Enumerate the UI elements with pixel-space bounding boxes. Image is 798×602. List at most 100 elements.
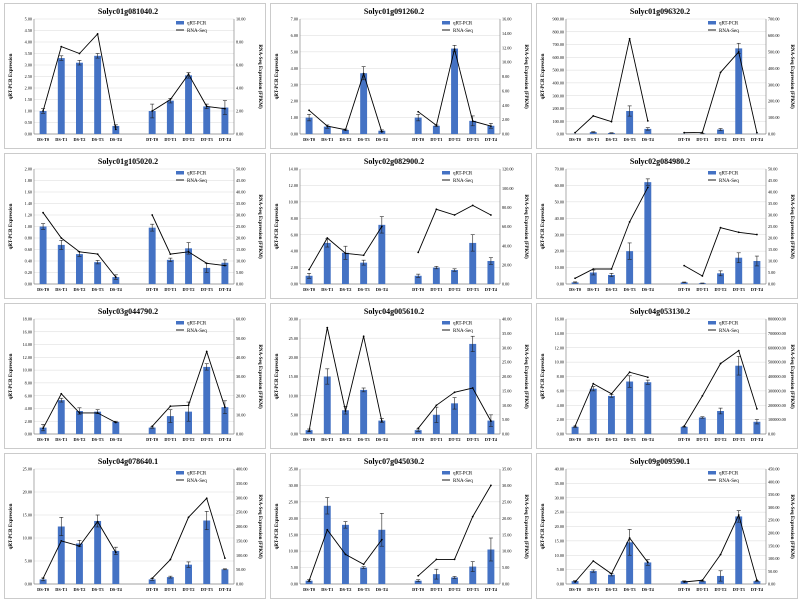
legend-label-rna-seq: RNA-Seq (453, 479, 473, 484)
chart-panel: Solyc04g005610.2 0.00 5.00 10.00 15.00 20.00 2… (270, 303, 532, 449)
y-tick-label: 15.00 (23, 513, 32, 518)
chart-panel: Solyc02g082900.2 0.00 2.00 4.00 6.00 8.00 10.0… (270, 153, 532, 299)
y2-tick-label: 35.00 (502, 467, 511, 472)
rna-seq-point (737, 231, 740, 234)
legend-label-qrt-pcr: qRT-PCR (719, 321, 739, 326)
qrt-pcr-bar (589, 571, 597, 584)
y2-tick-label: 0.00 (502, 432, 509, 437)
qrt-pcr-bar (221, 407, 229, 434)
y2-tick-label: 350.00 (236, 481, 248, 486)
rna-seq-point (362, 72, 365, 75)
x-tick-label: DS-T2 (73, 437, 85, 442)
qrt-pcr-bar (221, 107, 229, 134)
y2-tick-label: 40.00 (502, 317, 511, 322)
rna-seq-point (96, 520, 99, 523)
qrt-pcr-bar (717, 129, 724, 134)
qrt-pcr-bar (342, 252, 349, 284)
qrt-pcr-bar (39, 226, 47, 284)
chart-panel: Solyc04g078640.1 0.00 5.00 10.00 15.00 20.00 2… (4, 453, 266, 599)
x-tick-label: DS-T0 (569, 587, 581, 592)
x-tick-label: DS-T1 (321, 287, 333, 292)
qrt-pcr-bar (644, 562, 652, 584)
y-tick-label: 4.00 (25, 406, 32, 411)
x-tick-label: DT-T3 (467, 287, 479, 292)
x-tick-label: DS-T0 (303, 587, 315, 592)
rna-seq-point (344, 410, 347, 412)
y2-tick-label: 50.00 (768, 569, 777, 574)
rna-seq-point (362, 335, 365, 338)
rna-seq-point (151, 214, 154, 216)
x-tick-label: DT-T4 (485, 137, 498, 142)
qrt-pcr-bar (94, 262, 102, 284)
rna-seq-point (362, 563, 365, 566)
rna-seq-point (308, 430, 310, 433)
y-tick-label: 18.00 (23, 317, 32, 322)
rna-seq-point (471, 204, 474, 207)
error-bar (361, 387, 366, 393)
x-tick-label: DT-T3 (201, 587, 213, 592)
legend-label-qrt-pcr: qRT-PCR (187, 321, 207, 326)
y2-tick-label: 50.00 (236, 336, 245, 341)
qrt-pcr-bar (94, 411, 102, 434)
qrt-pcr-bar (166, 577, 174, 584)
x-tick-label: DS-T0 (37, 437, 49, 442)
rna-seq-point (610, 572, 613, 575)
chart-title: Solyc04g078640.1 (98, 457, 158, 466)
y-tick-label: 0.00 (25, 282, 32, 287)
error-bar (168, 257, 173, 262)
y2-tick-label: 80.00 (502, 205, 511, 210)
rna-seq-point (574, 581, 576, 583)
x-tick-label: DT-T4 (485, 287, 498, 292)
x-tick-label: DS-T3 (92, 137, 104, 142)
x-tick-label: DT-T0 (678, 437, 690, 442)
y-tick-label: 4.00 (291, 66, 298, 71)
error-bar (470, 335, 475, 352)
qrt-pcr-bar (608, 574, 615, 584)
rna-seq-point (737, 349, 740, 352)
x-tick-label: DS-T0 (303, 137, 315, 142)
y2-tick-label: 15.00 (502, 388, 511, 393)
x-tick-label: DS-T1 (587, 587, 599, 592)
y-axis-label: qRT-PCR Expression (275, 503, 280, 549)
qrt-pcr-bar (414, 430, 422, 434)
y2-tick-label: 30.00 (502, 345, 511, 350)
x-tick-label: DT-T1 (164, 437, 176, 442)
y-tick-label: 1.00 (25, 224, 32, 229)
y-tick-label: 2.00 (25, 86, 32, 91)
y-tick-label: 4.00 (557, 403, 564, 408)
chart-panel: Solyc02g084980.2 0.00 10.00 20.00 30.00 40.00… (536, 153, 798, 299)
y2-tick-label: 8.00 (236, 40, 243, 45)
qrt-pcr-bar (571, 426, 579, 434)
x-tick-label: DT-T2 (183, 137, 195, 142)
y-tick-label: 2.00 (291, 99, 298, 104)
error-bar (718, 270, 723, 277)
legend-label-qrt-pcr: qRT-PCR (453, 471, 473, 476)
y-tick-label: 12.00 (23, 355, 32, 360)
y2-tick-label: 10.00 (502, 60, 511, 65)
y-tick-label: 0.60 (25, 247, 32, 252)
rna-seq-point (453, 391, 456, 394)
y2-tick-label: 35.00 (768, 201, 777, 206)
x-tick-label: DT-T0 (146, 587, 158, 592)
y-tick-label: 10.00 (555, 553, 564, 558)
qrt-pcr-bar (148, 427, 156, 434)
qrt-pcr-bar (644, 128, 652, 134)
legend-label-rna-seq: RNA-Seq (187, 329, 207, 334)
y-axis-label: qRT-PCR Expression (275, 203, 280, 249)
chart-panel: Solyc07g045030.2 0.00 5.00 10.00 15.00 20.00 2… (270, 453, 532, 599)
qrt-pcr-bar (76, 543, 83, 584)
y-tick-label: 16.00 (555, 317, 564, 322)
rna-seq-point (344, 128, 347, 131)
y2-tick-label: 200000.00 (768, 403, 786, 408)
legend: qRT-PCR RNA-Seq (708, 471, 739, 484)
x-tick-label: DS-T3 (358, 587, 370, 592)
y2-tick-label: 12.00 (502, 45, 511, 50)
rna-seq-point (574, 425, 576, 427)
y2-tick-label: 100.00 (768, 556, 780, 561)
y2-tick-label: 800000.00 (768, 317, 786, 322)
qrt-pcr-bar (626, 542, 634, 584)
rna-seq-point (114, 128, 117, 131)
chart-panel: Solyc01g091260.2 0.00 1.00 2.00 3.00 4.00 5.00… (270, 3, 532, 149)
qrt-pcr-bar (323, 376, 331, 434)
